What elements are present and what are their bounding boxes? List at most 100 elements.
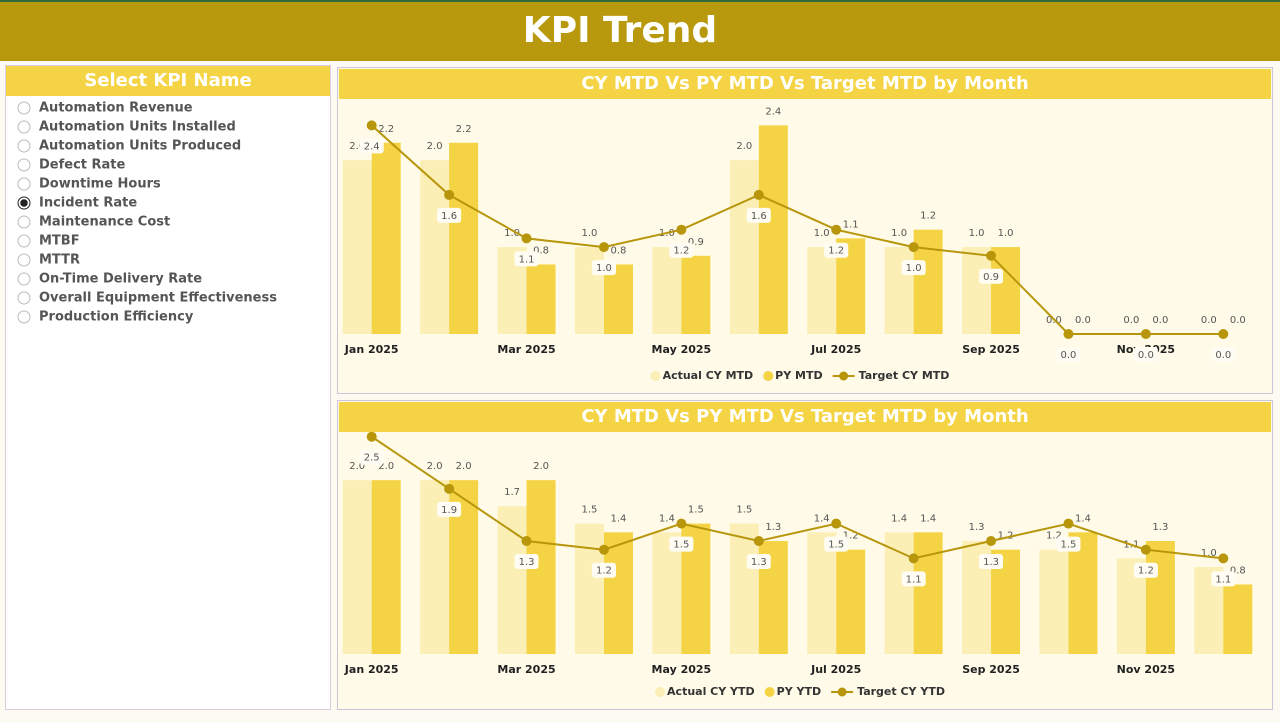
x-tick-label: May 2025	[652, 663, 712, 676]
x-tick-label: Sep 2025	[962, 663, 1020, 676]
radio-button[interactable]	[17, 234, 31, 248]
data-label: 1.3	[1152, 522, 1168, 533]
slicer-option[interactable]: Automation Units Produced	[39, 139, 241, 154]
data-label: 1.3	[751, 557, 767, 568]
bar	[884, 532, 914, 654]
radio-button[interactable]	[17, 310, 31, 324]
data-label: 1.1	[519, 254, 535, 265]
label-box	[901, 571, 926, 587]
radio-button[interactable]	[17, 101, 31, 115]
line-point	[598, 242, 609, 253]
data-label: 1.7	[504, 487, 520, 498]
radio-button[interactable]	[17, 291, 31, 305]
label-box	[1211, 571, 1236, 587]
data-label: 1.3	[969, 522, 985, 533]
line-point	[1063, 329, 1074, 339]
data-label: 1.0	[582, 228, 598, 239]
bar	[603, 532, 633, 654]
data-label: 1.0	[596, 263, 612, 274]
bar	[603, 264, 633, 334]
label-box	[979, 554, 1004, 569]
data-label: 2.0	[427, 461, 443, 472]
data-label: 0.8	[533, 245, 549, 256]
line-point	[444, 189, 455, 200]
label-box	[359, 138, 384, 154]
data-label: 1.1	[906, 574, 922, 585]
data-label: 2.2	[456, 124, 472, 135]
data-label: 1.9	[441, 505, 457, 516]
radio-button[interactable]	[17, 139, 31, 153]
data-label: 1.0	[998, 228, 1014, 239]
data-label: 1.4	[659, 513, 675, 524]
slicer-option[interactable]: Production Efficiency	[39, 310, 194, 325]
data-label: 1.0	[906, 263, 922, 274]
slicer-option[interactable]: Maintenance Cost	[39, 215, 170, 230]
data-label: 0.9	[983, 272, 999, 283]
line-point	[521, 233, 532, 244]
data-label: 2.5	[364, 453, 380, 464]
bar	[526, 264, 556, 334]
line-point	[521, 536, 532, 546]
label-box	[591, 260, 616, 276]
legend-marker	[650, 371, 661, 381]
slicer-option[interactable]: Defect Rate	[39, 158, 126, 173]
data-label: 1.6	[751, 211, 767, 222]
label-box	[1056, 536, 1081, 552]
slicer-option[interactable]: Automation Units Installed	[39, 120, 236, 135]
line-point	[753, 189, 764, 200]
bar	[652, 247, 682, 334]
chart-panel	[337, 400, 1273, 710]
label-box	[901, 260, 926, 276]
bar	[420, 160, 450, 334]
data-label: 1.3	[519, 557, 535, 568]
radio-button[interactable]	[17, 215, 31, 229]
bar	[449, 142, 479, 334]
line-point	[831, 224, 842, 235]
header-bar	[0, 0, 1280, 61]
label-box	[669, 536, 694, 552]
slicer-option[interactable]: Downtime Hours	[39, 177, 161, 192]
data-label: 0.0	[1215, 350, 1231, 361]
legend-marker	[655, 687, 666, 697]
slicer-option[interactable]: MTBF	[39, 234, 80, 249]
chart-title-bar	[339, 69, 1271, 99]
label-box	[746, 207, 771, 223]
slicer-option[interactable]: On-Time Delivery Rate	[39, 272, 202, 287]
line-point	[831, 518, 842, 529]
slicer-option[interactable]: Incident Rate	[39, 196, 137, 211]
data-label: 1.2	[1138, 566, 1154, 577]
label-box	[437, 207, 462, 223]
line-point	[676, 518, 687, 529]
data-label: 1.2	[1046, 531, 1062, 542]
x-tick-label: Mar 2025	[497, 663, 555, 676]
data-label: 1.4	[1075, 513, 1091, 524]
data-label: 1.0	[1201, 548, 1217, 559]
line-point	[366, 120, 377, 131]
slicer-option[interactable]: Overall Equipment Effectiveness	[39, 291, 277, 306]
line-point	[676, 224, 687, 235]
radio-button[interactable]	[17, 177, 31, 191]
line-point	[444, 483, 455, 494]
data-label: 1.5	[582, 505, 598, 516]
slicer-option[interactable]: MTTR	[39, 253, 80, 268]
bar	[729, 160, 759, 334]
data-label: 2.0	[349, 141, 365, 152]
data-label: 0.0	[1201, 315, 1217, 326]
bar	[962, 247, 992, 334]
bar	[1039, 549, 1069, 654]
header-edge	[0, 0, 1280, 2]
radio-button[interactable]	[17, 253, 31, 267]
data-label: 1.2	[828, 246, 844, 257]
radio-button[interactable]	[17, 272, 31, 286]
radio-button[interactable]	[17, 120, 31, 134]
slicer-option[interactable]: Automation Revenue	[39, 101, 193, 116]
legend-marker	[763, 371, 774, 381]
data-label: 1.3	[765, 522, 781, 533]
x-tick-label: May 2025	[652, 343, 712, 356]
bar	[729, 523, 759, 654]
radio-button[interactable]	[17, 158, 31, 172]
data-label: 0.0	[1230, 315, 1246, 326]
radio-dot	[20, 199, 28, 207]
data-label: 2.0	[427, 141, 443, 152]
